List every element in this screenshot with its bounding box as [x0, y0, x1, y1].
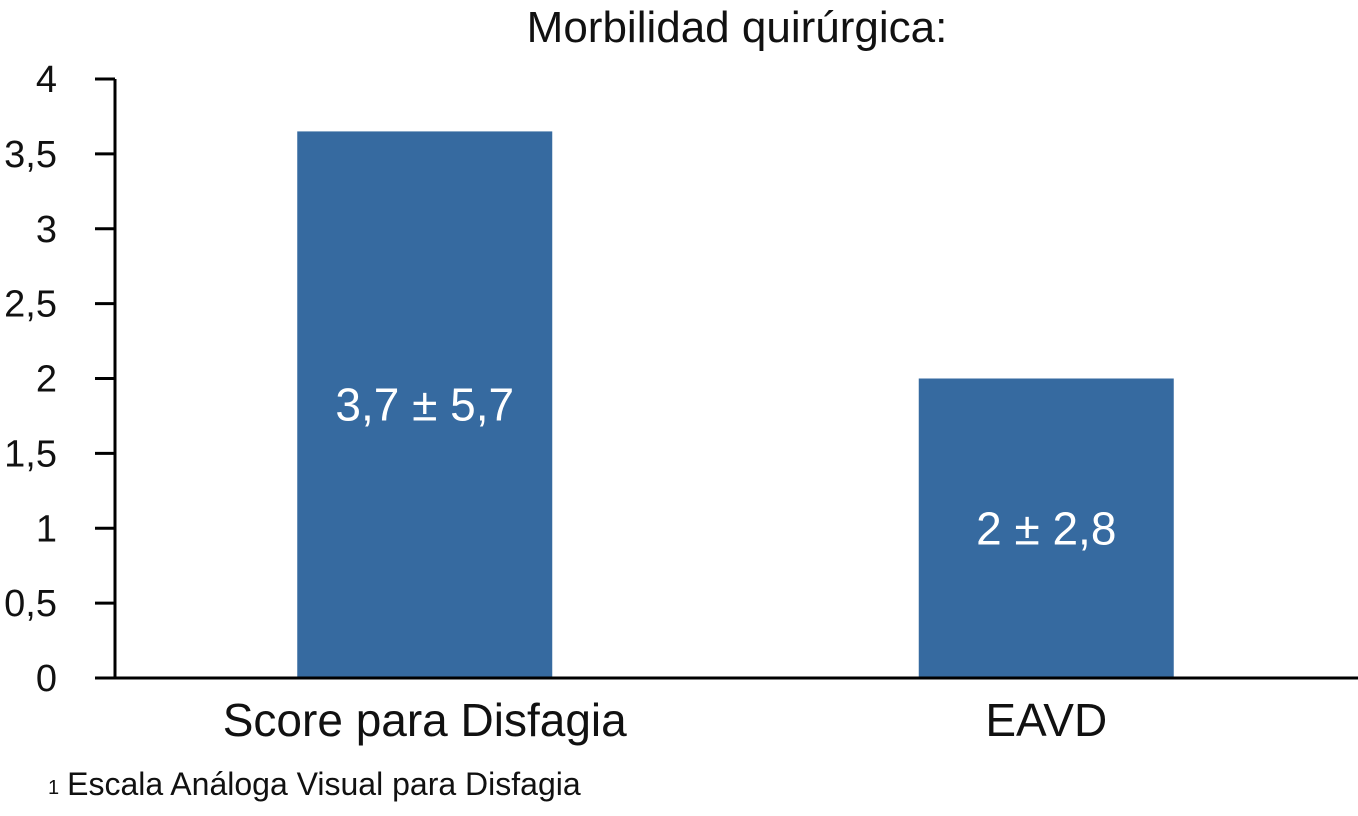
footnote: 1 Escala Análoga Visual para Disfagia	[48, 766, 581, 803]
bars: 3,7 ± 5,7 2 ± 2,8	[297, 131, 1174, 679]
x-axis: Score para Disfagia EAVD	[95, 676, 1358, 746]
y-axis: 0 0,5 1 1,5 2 2,5 3 3,5 4	[4, 59, 117, 700]
y-tick-label: 0,5	[4, 583, 57, 625]
chart-title: Morbilidad quirúrgica:	[527, 3, 948, 52]
y-tick-label: 4	[36, 59, 57, 101]
y-tick-label: 2,5	[4, 284, 57, 326]
bar-data-label: 2 ± 2,8	[976, 502, 1116, 554]
bar-data-label: 3,7 ± 5,7	[335, 379, 514, 431]
x-category-label: Score para Disfagia	[223, 694, 627, 746]
x-category-label: EAVD	[985, 694, 1107, 746]
bar	[297, 131, 553, 679]
y-tick-label: 0	[36, 658, 57, 700]
footnote-marker: 1	[48, 777, 60, 799]
bar-chart: Morbilidad quirúrgica: 0 0,5 1 1,5 2 2,5 3 3,5 4…	[4, 3, 1358, 746]
y-tick-label: 3,5	[4, 134, 57, 176]
footnote-text: Escala Análoga Visual para Disfagia	[67, 766, 581, 802]
y-tick-label: 1,5	[4, 433, 57, 475]
y-tick-label: 1	[36, 508, 57, 550]
bar	[918, 378, 1174, 678]
y-tick-label: 3	[36, 209, 57, 251]
y-tick-label: 2	[36, 359, 57, 401]
